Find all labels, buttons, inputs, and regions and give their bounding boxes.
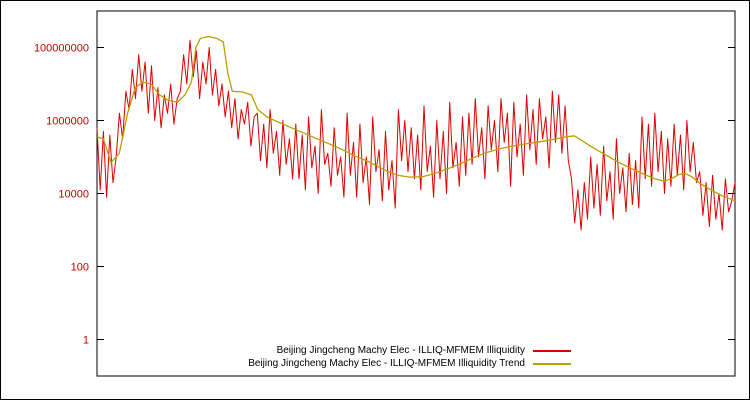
y-tick-label: 100 [71,262,89,274]
legend-line-sample-trend [533,362,571,365]
legend-line-sample-illiquidity [533,349,571,352]
y-tick-label: 10000 [58,189,89,201]
legend-label-trend: Beijing Jingcheng Machy Elec - ILLIQ-MFM… [248,358,525,369]
legend-label-illiquidity: Beijing Jingcheng Machy Elec - ILLIQ-MFM… [276,345,525,356]
trend-series-line [96,35,736,202]
legend-row-illiquidity: Beijing Jingcheng Machy Elec - ILLIQ-MFM… [101,344,571,357]
legend-row-trend: Beijing Jingcheng Machy Elec - ILLIQ-MFM… [101,357,571,370]
y-tick-label: 1000000 [46,116,89,128]
illiquidity-series-line [96,39,736,231]
y-tick-label: 1 [83,335,89,347]
chart-legend: Beijing Jingcheng Machy Elec - ILLIQ-MFM… [101,344,571,370]
y-tick-label: 100000000 [34,43,89,55]
